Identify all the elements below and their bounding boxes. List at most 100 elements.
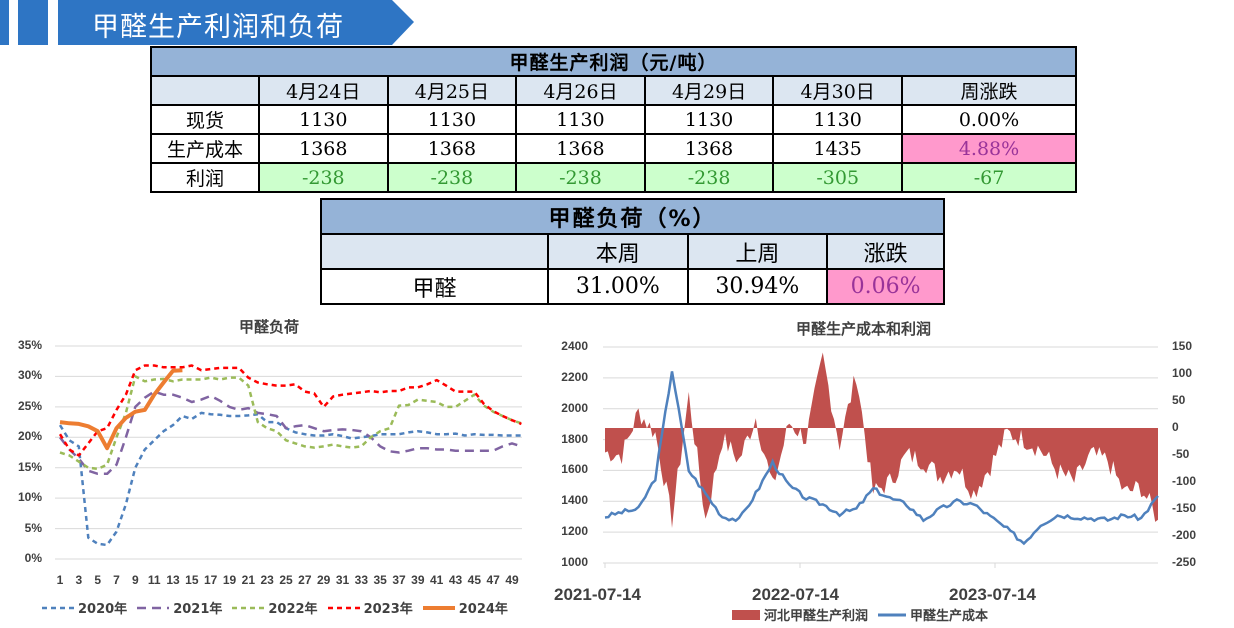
table-row: 甲醛 31.00% 30.94% 0.06% — [320, 268, 945, 305]
load-table-title: 甲醛负荷（%） — [320, 198, 945, 235]
load-table: 甲醛负荷（%） 本周 上周 涨跌 甲醛 31.00% 30.94% 0.06% — [320, 198, 945, 305]
axis-tick-label: 20% — [17, 429, 42, 444]
load-chart-legend: 2020年 2021年 2022年 2023年 2024年 — [42, 598, 518, 617]
axis-tick-label: 23 — [260, 573, 274, 587]
table-row: 利润 -238 -238 -238 -238 -305 -67 — [150, 162, 1077, 193]
cell: -238 — [258, 162, 389, 193]
cell: 1130 — [643, 104, 775, 135]
profit-table-title: 甲醛生产利润（元/吨） — [150, 46, 1077, 77]
profit-area — [605, 352, 1158, 528]
axis-tick-label: 47 — [486, 573, 500, 587]
axis-tick-label: 1600 — [561, 462, 588, 477]
column-header — [320, 233, 549, 270]
cell: 31.00% — [547, 268, 689, 305]
axis-tick-label: 37 — [392, 573, 406, 587]
header-banner — [58, 0, 414, 45]
axis-tick-label: 13 — [166, 573, 180, 587]
axis-tick-label: -100 — [1172, 474, 1197, 488]
profit-table: 甲醛生产利润（元/吨） 4月24日 4月25日 4月26日 4月29日 4月30… — [150, 46, 1077, 193]
change-cell: 4.88% — [901, 133, 1077, 164]
axis-tick-label: 25 — [279, 573, 293, 587]
axis-tick-label: 2400 — [561, 339, 588, 353]
column-header: 上周 — [686, 233, 829, 270]
column-header: 4月24日 — [258, 75, 389, 106]
legend-item: 2021年 — [137, 602, 223, 617]
cell: 1130 — [772, 104, 903, 135]
axis-tick-label: 5 — [94, 573, 101, 587]
load-table-header-row: 本周 上周 涨跌 — [320, 233, 945, 270]
axis-tick-label: 150 — [1172, 339, 1193, 353]
legend-item: 2024年 — [422, 602, 508, 617]
axis-tick-label: 33 — [354, 573, 368, 587]
axis-tick-label: 31 — [335, 573, 350, 587]
change-cell: 0.00% — [901, 104, 1077, 135]
axis-tick-label: 30% — [17, 368, 42, 383]
axis-tick-label: 9 — [131, 573, 139, 587]
axis-tick-label: 2000 — [561, 400, 588, 415]
cell: 1130 — [386, 104, 518, 135]
axis-tick-label: 17 — [203, 573, 218, 587]
legend-item: 2020年 — [42, 602, 128, 617]
series-line — [59, 375, 522, 471]
column-header: 4月25日 — [386, 75, 518, 106]
axis-tick-label: 100 — [1172, 366, 1193, 380]
header-stripe-2 — [18, 0, 48, 45]
cell: 1368 — [386, 133, 518, 164]
column-header: 4月30日 — [772, 75, 903, 106]
table-row: 现货 1130 1130 1130 1130 1130 0.00% — [150, 104, 1077, 135]
cell: 1368 — [258, 133, 389, 164]
legend-item: 甲醛生产成本 — [878, 609, 989, 624]
axis-tick-label: 19 — [222, 573, 237, 587]
axis-tick-label: -150 — [1172, 501, 1197, 515]
axis-tick-label: 15% — [17, 459, 42, 474]
cost-line — [604, 371, 1159, 546]
axis-tick-label: 45 — [467, 573, 481, 587]
column-header — [150, 75, 260, 106]
axis-tick-label: 1800 — [561, 431, 588, 446]
x-tick-label: 2022-07-14 — [752, 585, 839, 604]
cell: -238 — [643, 162, 775, 193]
axis-tick-label: -50 — [1172, 447, 1190, 461]
axis-tick-label: 1 — [56, 573, 64, 587]
cell: 1130 — [258, 104, 389, 135]
axis-tick-label: 0% — [24, 551, 42, 565]
column-header: 周涨跌 — [901, 75, 1077, 106]
legend-item: 2022年 — [232, 602, 318, 617]
cell: -238 — [386, 162, 518, 193]
axis-tick-label: 39 — [411, 573, 425, 587]
header-stripe-1 — [0, 0, 9, 45]
cell: -305 — [772, 162, 903, 193]
load-chart-plot — [55, 345, 522, 560]
change-cell: -67 — [901, 162, 1077, 193]
profit-table-header-row: 4月24日 4月25日 4月26日 4月29日 4月30日 周涨跌 — [150, 75, 1077, 106]
column-header: 4月26日 — [515, 75, 646, 106]
axis-tick-label: 43 — [448, 573, 463, 587]
series-line — [59, 368, 183, 451]
x-tick-label: 2021-07-14 — [554, 585, 641, 604]
axis-tick-label: 35% — [17, 338, 42, 352]
axis-tick-label: 0 — [1172, 420, 1179, 434]
cell: 1368 — [643, 133, 775, 164]
axis-tick-label: 1000 — [561, 555, 588, 569]
row-label: 利润 — [150, 162, 260, 193]
cost-profit-chart-title: 甲醛生产成本和利润 — [796, 320, 932, 338]
cell: 1130 — [515, 104, 646, 135]
axis-tick-label: 3 — [75, 573, 83, 587]
cell: 1435 — [772, 133, 903, 164]
axis-tick-label: 15 — [185, 573, 199, 587]
axis-tick-label: 25% — [17, 398, 42, 413]
axis-tick-label: -200 — [1172, 528, 1197, 542]
axis-tick-label: 7 — [113, 573, 120, 587]
axis-tick-label: 21 — [241, 573, 255, 587]
axis-tick-label: 5% — [24, 520, 42, 535]
cell: 30.94% — [686, 268, 829, 305]
cell: -238 — [515, 162, 646, 193]
load-chart-title: 甲醛负荷 — [239, 318, 300, 336]
axis-tick-label: 2200 — [561, 369, 588, 384]
series-line — [58, 364, 522, 457]
legend-item: 2023年 — [327, 602, 413, 617]
cost-profit-chart-legend: 河北甲醛生产利润 甲醛生产成本 — [732, 605, 998, 624]
axis-tick-label: -250 — [1172, 555, 1197, 569]
x-tick-label: 2023-07-14 — [949, 585, 1036, 604]
column-header: 本周 — [547, 233, 689, 270]
